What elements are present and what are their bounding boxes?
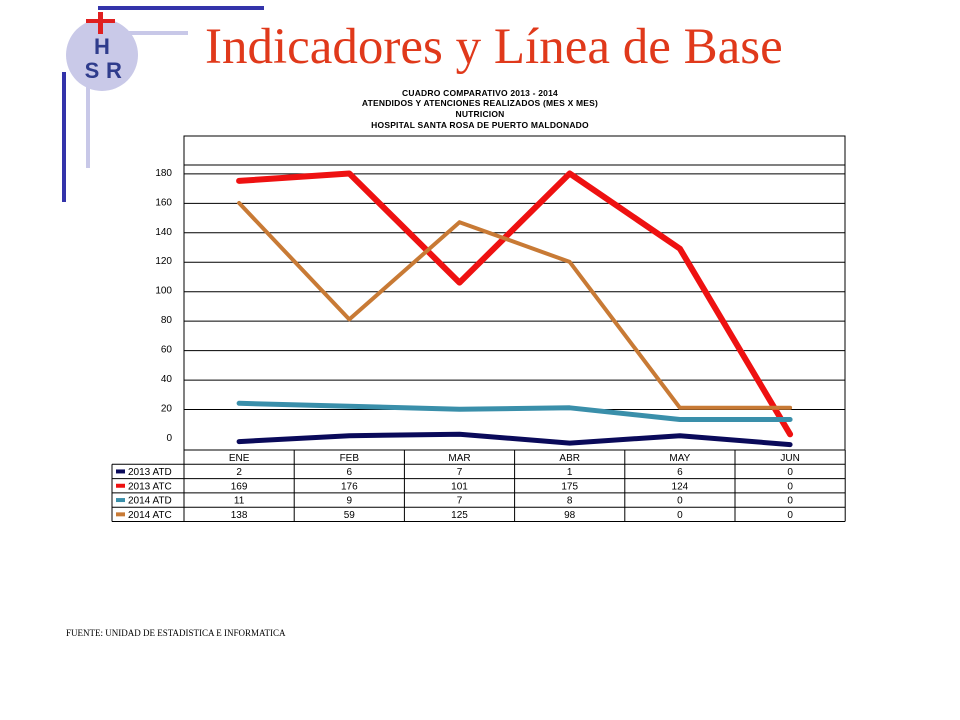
table-cell-value: 8 — [567, 496, 573, 507]
series-line-2014-atd — [236, 400, 793, 422]
table-cell-value: 176 — [341, 481, 358, 492]
y-tick-label: 120 — [155, 256, 172, 267]
table-cell-value: 169 — [231, 481, 248, 492]
chart-title-line-1: CUADRO COMPARATIVO 2013 - 2014 — [402, 88, 558, 98]
x-category-label: MAY — [669, 453, 690, 464]
x-category-label: MAR — [448, 453, 470, 464]
table-cell-value: 101 — [451, 481, 468, 492]
source-note: FUENTE: UNIDAD DE ESTADISTICA E INFORMAT… — [66, 628, 286, 638]
x-category-label: FEB — [340, 453, 360, 464]
legend-label: 2014 ATC — [128, 510, 172, 521]
logo-letter-s: S — [85, 58, 100, 83]
table-cell-value: 7 — [457, 496, 463, 507]
table-cell-value: 11 — [234, 496, 245, 507]
logo-letter-r: R — [106, 58, 122, 83]
series-line-2014-atc — [237, 201, 793, 410]
table-cell-value: 0 — [677, 496, 683, 507]
y-tick-label: 20 — [161, 404, 173, 415]
table-cell-value: 98 — [564, 510, 576, 521]
table-cell-value: 7 — [457, 467, 463, 478]
chart-title-line-2: ATENDIDOS Y ATENCIONES REALIZADOS (MES X… — [361, 98, 599, 108]
chart-title-line-4: HOSPITAL SANTA ROSA DE PUERTO MALDONADO — [371, 120, 589, 130]
table-cell-value: 125 — [451, 510, 468, 521]
legend-label: 2013 ATD — [128, 467, 172, 478]
table-cell-value: 6 — [677, 467, 683, 478]
logo-circle — [66, 19, 138, 91]
hospital-logo: H S R — [66, 12, 138, 91]
y-tick-label: 0 — [166, 433, 172, 444]
plot-area — [183, 135, 846, 451]
frame-line-light-v — [86, 80, 90, 168]
table-cell-value: 0 — [787, 467, 793, 478]
y-tick-label: 160 — [155, 197, 172, 208]
series-line-2013-atc — [236, 170, 794, 438]
x-category-label: JUN — [780, 453, 799, 464]
table-cell-value: 138 — [231, 510, 248, 521]
y-tick-label: 80 — [161, 315, 173, 326]
table-cell-value: 9 — [347, 496, 353, 507]
logo-letter-h: H — [94, 34, 110, 59]
y-tick-label: 100 — [155, 286, 172, 297]
table-cell-value: 0 — [787, 510, 793, 521]
legend-label: 2014 ATD — [128, 496, 172, 507]
legend-swatch — [116, 483, 125, 488]
frame-line-light-h — [98, 31, 188, 35]
logo-cross-horizontal — [86, 19, 115, 23]
table-cell-value: 0 — [677, 510, 683, 521]
chart-title-line-3: NUTRICION — [455, 109, 505, 119]
x-category-label: ABR — [559, 453, 580, 464]
y-tick-label: 40 — [161, 374, 173, 385]
table-cell-value: 2 — [236, 467, 242, 478]
table-cell-value: 175 — [561, 481, 578, 492]
legend-swatch — [116, 498, 125, 503]
legend-label: 2013 ATC — [128, 481, 172, 492]
y-tick-label: 180 — [155, 168, 172, 179]
table-cell-value: 6 — [347, 467, 353, 478]
y-tick-label: 140 — [155, 227, 172, 238]
x-category-label: ENE — [229, 453, 250, 464]
table-cell-value: 124 — [672, 481, 689, 492]
slide-title: Indicadores y Línea de Base — [205, 19, 783, 75]
series-line-2013-atd — [236, 431, 793, 448]
y-tick-label: 60 — [161, 345, 173, 356]
legend-swatch — [116, 469, 125, 474]
frame-line-dark-v — [62, 72, 66, 202]
table-cell-value: 0 — [787, 481, 793, 492]
frame-line-dark-h — [98, 6, 264, 10]
table-cell-value: 59 — [344, 510, 356, 521]
table-cell-value: 1 — [567, 467, 573, 478]
legend-swatch — [116, 512, 125, 517]
table-cell-value: 0 — [787, 496, 793, 507]
